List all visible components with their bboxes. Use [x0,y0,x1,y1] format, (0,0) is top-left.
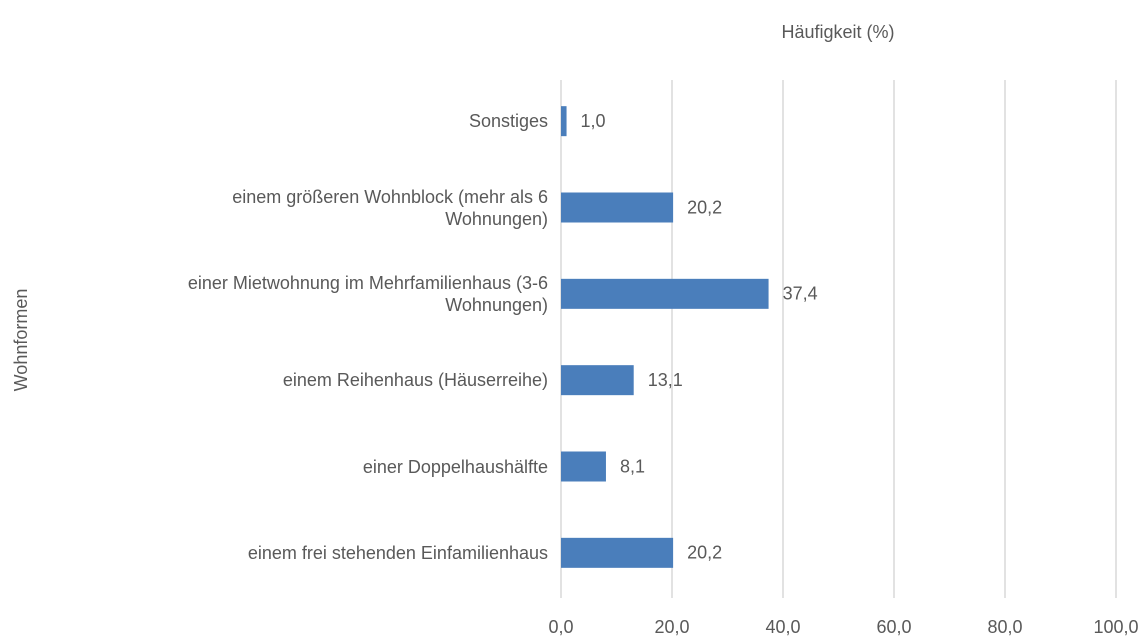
y-tick-label: Sonstiges [468,111,548,132]
value-label: 13,1 [648,370,683,390]
y-tick-label: einem Reihenhaus (Häuserreihe) [282,370,548,391]
y-tick-label: einer Mietwohnung im Mehrfamilienhaus (3… [187,272,548,315]
value-label: 8,1 [620,456,645,476]
bar [561,106,567,137]
bar [561,365,634,396]
bar [561,537,674,568]
x-tick-label: 80,0 [987,617,1022,637]
y-tick-label: einer Doppelhaushälfte [362,456,548,477]
value-label: 37,4 [783,284,818,304]
x-tick-label: 20,0 [654,617,689,637]
value-label: 20,2 [687,543,722,563]
x-tick-label: 0,0 [548,617,573,637]
y-tick-label: einem frei stehenden Einfamilienhaus [247,542,548,563]
x-axis-title: Häufigkeit (%) [781,22,894,42]
value-label: 1,0 [581,111,606,131]
value-label: 20,2 [687,197,722,217]
y-tick-label: einem größeren Wohnblock (mehr als 6 Woh… [232,186,548,229]
x-tick-label: 40,0 [765,617,800,637]
bar [561,451,606,482]
bar [561,192,674,223]
x-tick-label: 100,0 [1093,617,1138,637]
y-axis-title: Wohnformen [11,289,31,392]
x-tick-label: 60,0 [876,617,911,637]
bar [561,278,769,309]
